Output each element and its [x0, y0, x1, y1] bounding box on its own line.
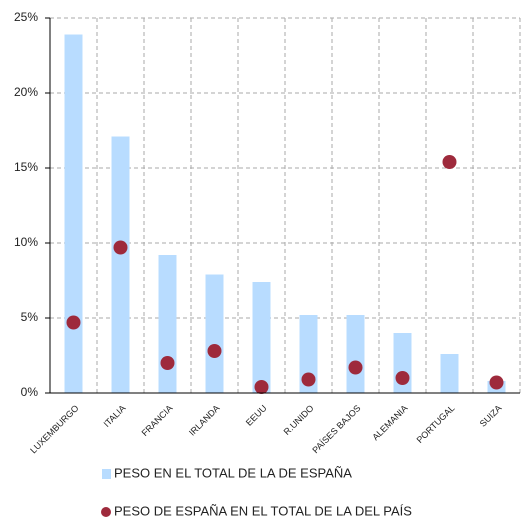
dot: [489, 375, 504, 390]
bar: [158, 255, 177, 393]
dot: [66, 315, 81, 330]
x-tick-label: EEUU: [244, 403, 269, 428]
y-tick-label: 25%: [14, 10, 38, 24]
dot: [113, 240, 128, 255]
bar: [346, 315, 365, 393]
x-tick-label: ALEMANIA: [370, 403, 409, 442]
x-tick-label: SUIZA: [478, 403, 504, 429]
x-tick-label: ITALIA: [102, 403, 128, 429]
x-tick-label: PAÍSES BAJOS: [310, 403, 362, 455]
legend-swatch: [101, 507, 111, 517]
legend-label: PESO EN EL TOTAL DE LA DE ESPAÑA: [114, 465, 352, 480]
bar: [64, 34, 83, 393]
dot: [254, 380, 269, 394]
bar: [252, 282, 271, 393]
x-tick-label: FRANCIA: [140, 403, 175, 438]
x-tick-label: PORTUGAL: [415, 403, 457, 445]
bar: [205, 274, 224, 393]
legend-label: PESO DE ESPAÑA EN EL TOTAL DE LA DEL PAÍ…: [114, 503, 412, 517]
x-tick-label: LUXEMBURGO: [28, 403, 80, 455]
x-tick-label: R.UNIDO: [282, 403, 316, 437]
x-tick-label: IRLANDA: [187, 403, 222, 438]
bar: [111, 136, 130, 393]
bar: [299, 315, 318, 393]
y-tick-label: 15%: [14, 160, 38, 174]
dot: [348, 360, 363, 375]
y-tick-label: 0%: [21, 385, 39, 399]
legend-swatch: [102, 469, 111, 479]
dot: [160, 356, 175, 370]
dot: [207, 344, 222, 358]
dot: [301, 372, 316, 387]
bar: [440, 354, 459, 393]
dot: [442, 155, 457, 169]
dot: [395, 371, 410, 385]
y-tick-label: 5%: [21, 310, 39, 324]
y-tick-label: 20%: [14, 85, 38, 99]
y-tick-label: 10%: [14, 235, 38, 249]
